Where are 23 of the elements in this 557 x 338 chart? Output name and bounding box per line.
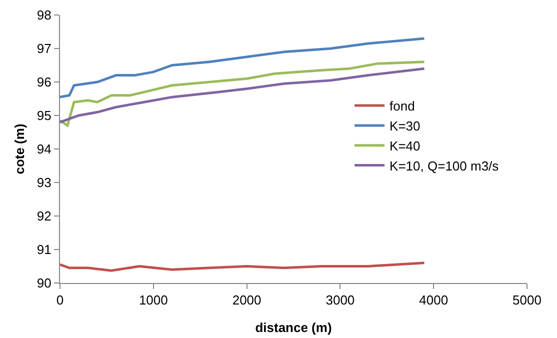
y-tick-label: 96: [36, 74, 52, 90]
y-tick-label: 92: [36, 208, 52, 224]
y-tick-label: 91: [36, 242, 52, 258]
x-tick-label: 3000: [326, 292, 355, 308]
y-axis-title: cote (m): [12, 124, 27, 174]
y-tick-label: 94: [36, 142, 52, 157]
line-series: [60, 37, 426, 98]
y-tick-label: 95: [36, 108, 52, 124]
legend-label: K=40: [390, 138, 420, 154]
x-axis-title: distance (m): [255, 320, 332, 335]
legend-label: K=30: [390, 118, 420, 134]
x-tick-label: 0: [56, 292, 64, 308]
y-tick-label: 98: [36, 8, 52, 23]
y-tick-label: 90: [36, 276, 52, 291]
x-tick-label: 1000: [138, 292, 168, 308]
x-tick-label: 5000: [512, 292, 542, 308]
y-tick-label: 93: [36, 175, 52, 190]
line-series: [60, 262, 426, 272]
x-tick-label: 2000: [232, 292, 262, 308]
y-tick-label: 97: [36, 41, 52, 56]
legend-label: K=10, Q=100 m3/s: [390, 158, 500, 174]
legend-label: fond: [390, 98, 415, 114]
x-tick-label: 4000: [419, 292, 448, 308]
